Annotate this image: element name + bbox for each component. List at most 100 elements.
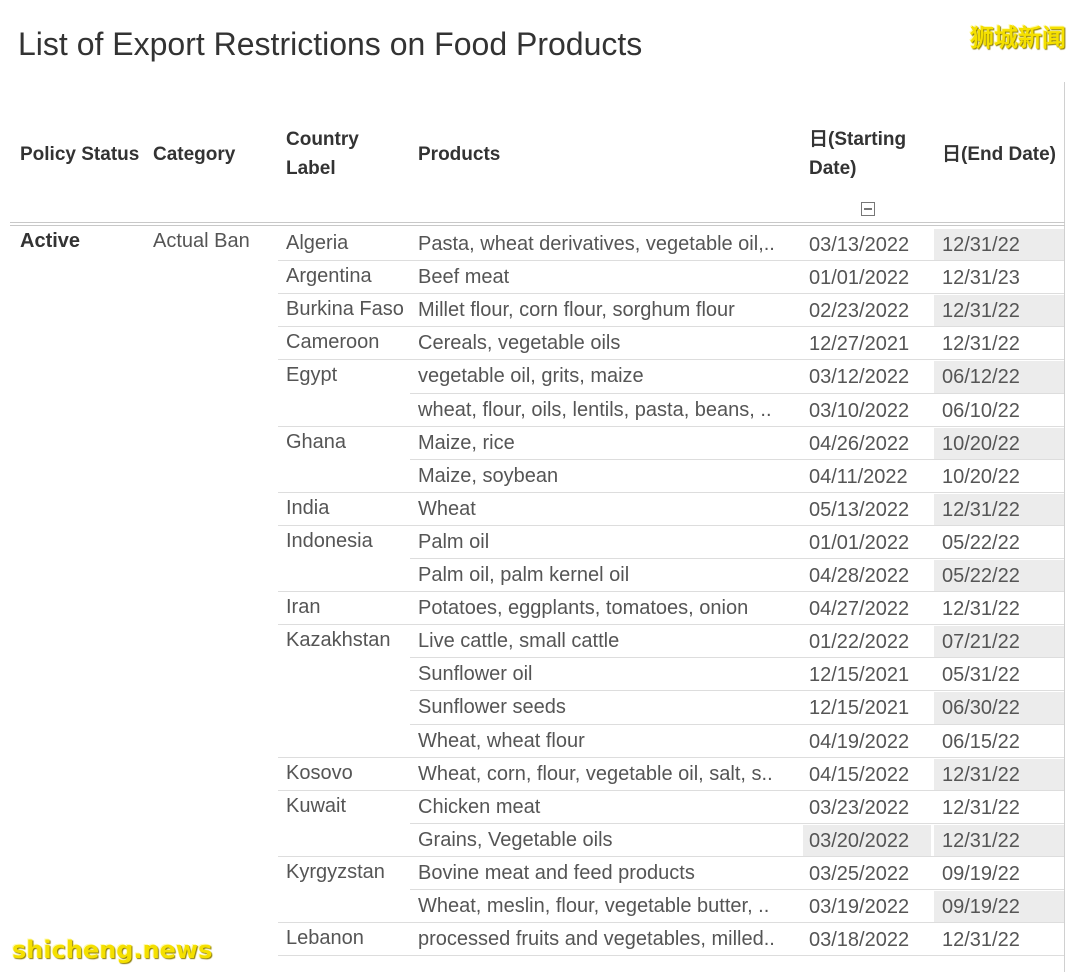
column-header-policy-status[interactable]: Policy Status: [20, 144, 140, 165]
row-divider: [410, 393, 1064, 394]
end-date-cell: 07/21/22: [934, 626, 1064, 659]
start-date-cell: 03/20/2022: [803, 824, 931, 857]
start-date-cell: 04/27/2022: [809, 598, 910, 621]
products-cell: Cereals, vegetable oils: [418, 332, 621, 355]
products-cell: vegetable oil, grits, maize: [418, 365, 644, 388]
row-divider: [410, 823, 1064, 824]
end-date-cell: 06/10/22: [942, 399, 1020, 422]
country-label-cell: Kosovo: [286, 761, 353, 784]
end-date-cell: 06/30/22: [934, 692, 1064, 725]
country-label-cell: India: [286, 496, 330, 519]
start-date-cell: 12/15/2021: [809, 664, 910, 687]
start-date-cell: 03/23/2022: [809, 796, 910, 819]
header-divider: [10, 222, 1065, 223]
start-date-cell: 03/18/2022: [809, 929, 910, 952]
end-date-cell: 09/19/22: [934, 891, 1064, 923]
page-title: List of Export Restrictions on Food Prod…: [18, 26, 643, 62]
row-divider: [278, 624, 1064, 625]
end-date-cell: 06/15/22: [942, 730, 1020, 753]
end-date-cell: 12/31/22: [934, 824, 1064, 857]
products-cell: Palm oil, palm kernel oil: [418, 564, 630, 586]
row-divider: [278, 525, 1064, 526]
start-date-cell: 12/15/2021: [809, 697, 910, 720]
start-date-cell: 02/23/2022: [809, 300, 910, 323]
column-header-start-date[interactable]: 日(Starting Date): [809, 129, 907, 179]
products-cell: Sunflower seeds: [418, 696, 566, 719]
start-date-cell: 04/26/2022: [809, 432, 910, 455]
column-header-country-label[interactable]: Country Label: [286, 129, 359, 179]
products-cell: Wheat, corn, flour, vegetable oil, salt,…: [418, 762, 773, 785]
products-cell: Live cattle, small cattle: [418, 630, 620, 653]
collapse-icon[interactable]: [861, 202, 875, 216]
products-cell: Grains, Vegetable oils: [418, 828, 613, 851]
end-date-cell: 05/22/22: [934, 560, 1064, 592]
country-label-cell: Kazakhstan: [286, 629, 391, 652]
start-date-cell: 05/13/2022: [809, 498, 910, 521]
end-date-cell: 09/19/22: [942, 862, 1020, 885]
products-cell: Bovine meat and feed products: [418, 861, 695, 884]
products-cell: Chicken meat: [418, 795, 541, 818]
products-cell: Millet flour, corn flour, sorghum flour: [418, 299, 735, 322]
start-date-cell: 04/19/2022: [809, 730, 910, 753]
column-header-end-date[interactable]: 日(End Date): [942, 144, 1057, 165]
end-date-cell: 12/31/22: [934, 295, 1064, 328]
end-date-cell: 12/31/23: [942, 267, 1020, 290]
end-date-cell: 10/20/22: [942, 465, 1020, 488]
start-date-cell: 04/11/2022: [809, 465, 908, 488]
row-divider: [278, 790, 1064, 791]
end-date-cell: 06/12/22: [934, 361, 1064, 394]
row-divider: [410, 690, 1064, 691]
country-label-cell: Lebanon: [286, 927, 364, 950]
products-cell: Maize, rice: [418, 431, 515, 454]
products-cell: Maize, soybean: [418, 464, 559, 487]
row-divider: [278, 260, 1064, 261]
row-divider: [278, 293, 1064, 294]
row-divider: [278, 955, 1064, 956]
end-date-cell: 12/31/22: [934, 493, 1064, 526]
start-date-cell: 01/22/2022: [809, 631, 910, 654]
row-divider: [410, 889, 1064, 890]
row-divider: [410, 459, 1064, 460]
country-label-cell: Ghana: [286, 430, 347, 453]
country-label-cell: Egypt: [286, 364, 338, 387]
start-date-cell: 01/01/2022: [809, 267, 910, 290]
row-divider: [278, 492, 1064, 493]
row-divider: [278, 359, 1064, 360]
watermark-top: 狮城新闻: [970, 24, 1066, 52]
row-divider: [278, 426, 1064, 427]
products-cell: wheat, flour, oils, lentils, pasta, bean…: [418, 398, 772, 421]
row-divider: [278, 922, 1064, 923]
country-label-cell: Kyrgyzstan: [286, 860, 385, 883]
country-label-cell: Algeria: [286, 232, 349, 254]
row-divider: [410, 558, 1064, 559]
products-cell: Potatoes, eggplants, tomatoes, onion: [418, 597, 749, 620]
end-date-cell: 12/31/22: [942, 598, 1020, 621]
country-label-cell: Kuwait: [286, 794, 347, 817]
end-date-cell: 12/31/22: [934, 758, 1064, 791]
products-cell: Wheat, wheat flour: [418, 729, 585, 752]
end-date-cell: 10/20/22: [934, 427, 1064, 460]
row-divider: [410, 657, 1064, 658]
start-date-cell: 04/15/2022: [809, 763, 910, 786]
country-label-cell: Argentina: [286, 265, 372, 288]
header-divider: [10, 225, 1065, 226]
end-date-cell: 05/22/22: [942, 531, 1020, 554]
end-date-cell: 05/31/22: [942, 664, 1020, 687]
country-label-cell: Iran: [286, 596, 321, 619]
end-date-cell: 12/31/22: [934, 229, 1064, 261]
start-date-cell: 03/12/2022: [809, 366, 910, 389]
products-cell: Pasta, wheat derivatives, vegetable oil,…: [418, 233, 775, 255]
products-cell: Sunflower oil: [418, 663, 533, 686]
start-date-cell: 04/28/2022: [809, 565, 910, 587]
row-divider: [278, 757, 1064, 758]
column-header-category[interactable]: Category: [153, 144, 236, 165]
end-date-cell: 12/31/22: [942, 929, 1020, 952]
start-date-cell: 03/13/2022: [809, 234, 910, 256]
column-header-products[interactable]: Products: [418, 144, 501, 165]
start-date-cell: 01/01/2022: [809, 531, 910, 554]
products-cell: Wheat: [418, 497, 476, 520]
start-date-cell: 03/25/2022: [809, 862, 910, 885]
end-date-cell: 12/31/22: [942, 333, 1020, 356]
products-cell: processed fruits and vegetables, milled.…: [418, 928, 775, 951]
